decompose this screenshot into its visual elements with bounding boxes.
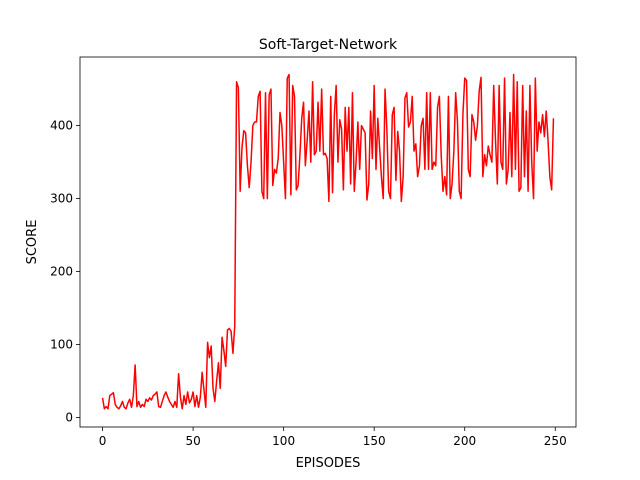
x-tick-label: 0 (99, 434, 107, 448)
chart-title: Soft-Target-Network (259, 37, 398, 53)
y-axis-label: SCORE (25, 220, 40, 265)
x-tick-label: 50 (185, 434, 200, 448)
y-tick-label: 100 (50, 338, 73, 352)
y-tick-label: 400 (50, 119, 73, 133)
x-tick-label: 100 (272, 434, 295, 448)
data-line (101, 73, 555, 410)
y-tick-label: 0 (65, 411, 73, 425)
x-tick-label: 250 (544, 434, 567, 448)
y-tick-label: 200 (50, 265, 73, 279)
x-tick-label: 200 (453, 434, 476, 448)
axes-frame (79, 56, 577, 428)
y-tick-label: 300 (50, 192, 73, 206)
x-axis-label: EPISODES (296, 456, 361, 471)
x-tick-label: 150 (363, 434, 386, 448)
